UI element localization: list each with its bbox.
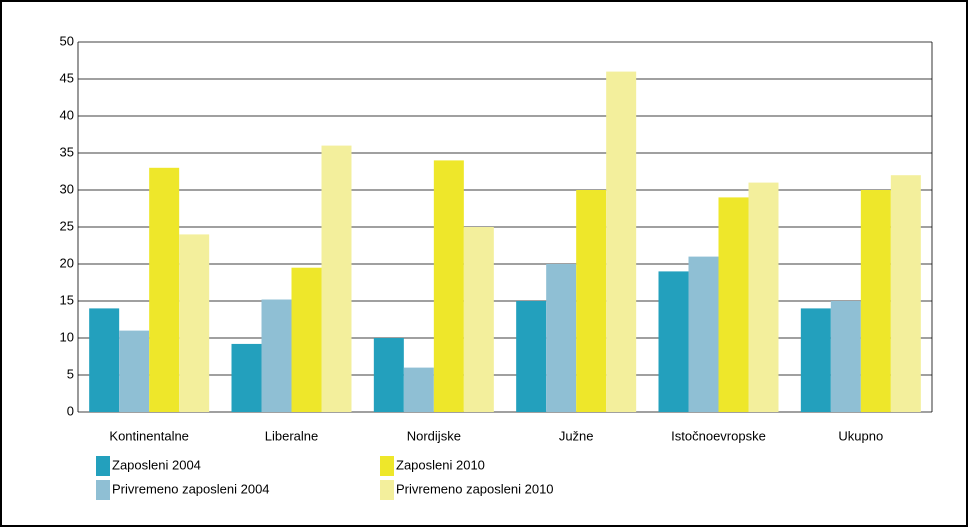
bar (231, 343, 262, 412)
bar (463, 227, 494, 412)
legend-swatch (380, 480, 394, 500)
bar (830, 301, 861, 412)
legend-swatch (96, 456, 110, 476)
legend-label: Zaposleni 2004 (112, 457, 201, 472)
legend-label: Zaposleni 2010 (396, 457, 485, 472)
x-tick-label: Južne (559, 428, 594, 443)
y-tick-label: 5 (67, 366, 74, 381)
y-tick-label: 15 (60, 292, 74, 307)
y-tick-label: 35 (60, 144, 74, 159)
bar (149, 167, 180, 412)
bar (321, 145, 352, 412)
bar (261, 299, 292, 412)
bar (718, 197, 749, 412)
x-tick-label: Ukupno (838, 428, 883, 443)
y-tick-label: 45 (60, 70, 74, 85)
y-tick-label: 20 (60, 255, 74, 270)
bar (403, 367, 434, 412)
bar (658, 271, 689, 412)
y-tick-label: 10 (60, 329, 74, 344)
bar (516, 301, 547, 412)
bar (179, 234, 210, 412)
y-tick-label: 25 (60, 218, 74, 233)
x-tick-label: Nordijske (407, 428, 461, 443)
bar (748, 182, 779, 412)
bar (119, 330, 150, 412)
legend-swatch (380, 456, 394, 476)
bar (576, 190, 607, 412)
bar (546, 264, 577, 412)
bar (890, 175, 921, 412)
bar (89, 308, 120, 412)
bar (291, 267, 322, 412)
legend-label: Privremeno zaposleni 2004 (112, 481, 270, 496)
bar (800, 308, 831, 412)
legend-swatch (96, 480, 110, 500)
bar (606, 71, 637, 412)
legend-label: Privremeno zaposleni 2010 (396, 481, 554, 496)
bar (860, 190, 891, 412)
y-tick-label: 0 (67, 403, 74, 418)
x-tick-label: Kontinentalne (109, 428, 189, 443)
bar (688, 256, 719, 412)
x-tick-label: Liberalne (265, 428, 319, 443)
bar (433, 160, 464, 412)
bar (373, 338, 404, 412)
y-tick-label: 40 (60, 107, 74, 122)
y-tick-label: 30 (60, 181, 74, 196)
x-tick-label: Istočnoevropske (671, 428, 766, 443)
y-tick-label: 50 (60, 33, 74, 48)
